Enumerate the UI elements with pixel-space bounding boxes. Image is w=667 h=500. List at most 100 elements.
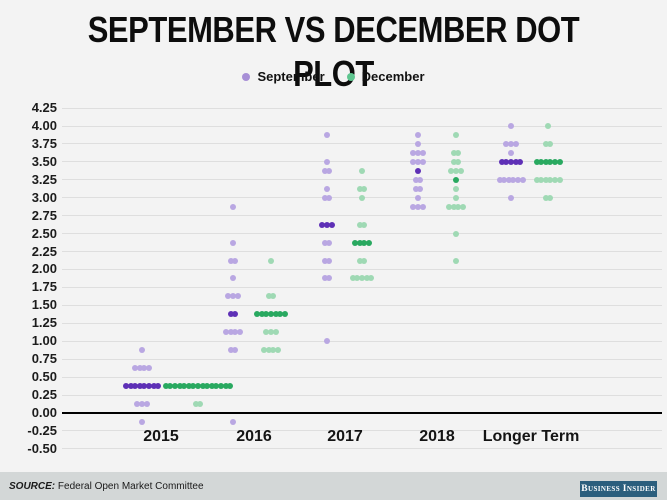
september-dot bbox=[496, 176, 503, 183]
gridline bbox=[62, 430, 662, 432]
september-dot bbox=[136, 365, 143, 372]
x-axis-category-label: 2015 bbox=[143, 428, 179, 445]
december-dot bbox=[272, 329, 279, 336]
y-axis-tick-label: 2.25 bbox=[31, 243, 57, 259]
september-dot bbox=[326, 239, 333, 246]
december-dot bbox=[453, 257, 459, 264]
september-dot bbox=[319, 221, 326, 228]
gridline bbox=[62, 269, 662, 270]
december-dot bbox=[265, 347, 272, 354]
legend-item-december: December bbox=[346, 69, 425, 84]
gridline bbox=[62, 376, 662, 378]
december-dot bbox=[547, 158, 554, 165]
september-dot bbox=[514, 176, 521, 183]
september-dot bbox=[519, 176, 526, 183]
y-axis-tick-label: 3.50 bbox=[31, 153, 57, 169]
chart-title: SEPTEMBER VS DECEMBER DOT PLOT bbox=[87, 9, 580, 94]
december-dot bbox=[453, 230, 459, 237]
december-dot bbox=[359, 194, 365, 201]
september-dot bbox=[412, 176, 419, 183]
september-dot bbox=[145, 365, 152, 372]
september-dot bbox=[227, 257, 234, 264]
business-insider-logo: Business Insider bbox=[580, 481, 657, 497]
september-dot bbox=[321, 239, 328, 246]
gridline bbox=[62, 286, 662, 288]
december-dot bbox=[352, 239, 359, 246]
december-dot bbox=[551, 158, 558, 165]
december-dot bbox=[263, 311, 270, 318]
gridline bbox=[62, 304, 662, 306]
december-dot bbox=[363, 275, 370, 282]
december-dot bbox=[218, 383, 224, 390]
december-dot bbox=[455, 203, 462, 210]
december-dot bbox=[542, 140, 549, 147]
september-legend-dot-icon bbox=[242, 72, 251, 81]
december-dot bbox=[365, 239, 372, 246]
september-dot bbox=[417, 176, 424, 183]
september-dot bbox=[512, 158, 519, 165]
december-dot bbox=[450, 158, 457, 165]
september-dot bbox=[230, 293, 236, 300]
legend: September December bbox=[0, 69, 667, 84]
y-axis-tick-label: 3.00 bbox=[31, 189, 57, 205]
september-dot bbox=[134, 401, 141, 407]
x-axis-category-label: 2016 bbox=[236, 428, 272, 445]
y-axis-tick-label: 2.50 bbox=[31, 225, 57, 241]
september-dot bbox=[419, 203, 426, 210]
y-axis-tick-label: -0.50 bbox=[27, 440, 57, 456]
september-dot bbox=[321, 194, 328, 201]
december-dot bbox=[361, 221, 368, 228]
september-dot bbox=[501, 176, 508, 183]
september-dot bbox=[412, 185, 419, 192]
december-dot bbox=[542, 176, 549, 183]
september-dot bbox=[139, 347, 145, 354]
september-dot bbox=[227, 329, 234, 336]
september-dot bbox=[415, 131, 421, 138]
december-dot bbox=[270, 347, 277, 354]
september-dot bbox=[230, 275, 236, 282]
december-dot bbox=[227, 383, 234, 390]
december-dot bbox=[533, 176, 540, 183]
september-dot bbox=[508, 158, 514, 165]
september-dot bbox=[324, 221, 330, 228]
september-dot bbox=[230, 419, 236, 425]
gridline bbox=[62, 394, 662, 396]
september-dot bbox=[122, 383, 129, 390]
december-dot bbox=[450, 203, 457, 210]
september-dot bbox=[324, 185, 330, 192]
gridline bbox=[62, 251, 662, 252]
december-dot bbox=[268, 311, 274, 318]
september-dot bbox=[236, 329, 243, 336]
september-dot bbox=[227, 311, 234, 318]
december-dot bbox=[185, 383, 192, 390]
december-dot bbox=[349, 275, 356, 282]
december-legend-dot-icon bbox=[346, 72, 355, 81]
september-dot bbox=[141, 383, 148, 390]
september-dot bbox=[321, 275, 328, 282]
december-dot bbox=[542, 194, 549, 201]
september-dot bbox=[232, 329, 239, 336]
y-axis-tick-label: 1.50 bbox=[31, 297, 57, 313]
december-dot bbox=[208, 383, 215, 390]
december-dot bbox=[455, 149, 462, 156]
gridline bbox=[62, 143, 662, 145]
x-axis-category-label: 2017 bbox=[327, 428, 363, 445]
september-dot bbox=[508, 140, 514, 147]
december-dot bbox=[446, 203, 453, 210]
december-dot bbox=[195, 383, 201, 390]
legend-label-september: September bbox=[257, 69, 325, 84]
legend-item-september: September bbox=[242, 69, 325, 84]
x-axis-category-label: 2018 bbox=[419, 428, 455, 445]
december-dot bbox=[172, 383, 178, 390]
source-bar: SOURCE: Federal Open Market Committee Bu… bbox=[0, 472, 667, 500]
december-dot bbox=[547, 176, 554, 183]
september-dot bbox=[225, 293, 232, 300]
december-dot bbox=[274, 347, 281, 354]
y-axis-tick-label: 1.25 bbox=[31, 315, 57, 331]
y-axis-tick-label: -0.25 bbox=[27, 422, 57, 438]
december-dot bbox=[361, 239, 368, 246]
september-dot bbox=[136, 383, 143, 390]
source-value: Federal Open Market Committee bbox=[57, 480, 204, 492]
december-dot bbox=[354, 275, 361, 282]
december-dot bbox=[368, 275, 375, 282]
